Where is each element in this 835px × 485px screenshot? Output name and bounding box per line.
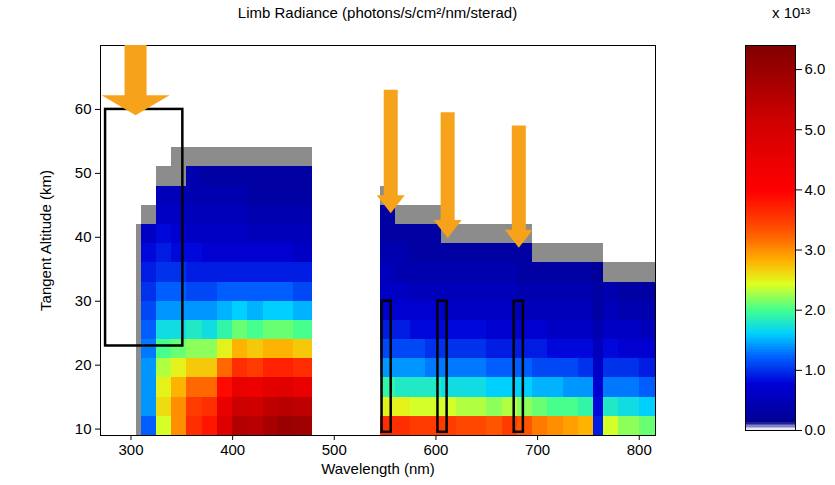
svg-text:2.0: 2.0 <box>805 301 826 318</box>
svg-text:0.0: 0.0 <box>805 421 826 438</box>
svg-text:30: 30 <box>75 292 92 309</box>
svg-text:600: 600 <box>423 441 448 458</box>
svg-text:300: 300 <box>118 441 143 458</box>
svg-text:6.0: 6.0 <box>805 60 826 77</box>
svg-text:500: 500 <box>322 441 347 458</box>
svg-text:800: 800 <box>627 441 652 458</box>
html-text:x 10¹³: x 10¹³ <box>772 4 811 21</box>
svg-text:Tangent Altitude (km): Tangent Altitude (km) <box>37 170 54 311</box>
svg-text:Wavelength (nm): Wavelength (nm) <box>321 460 435 477</box>
svg-text:10: 10 <box>75 420 92 437</box>
svg-text:400: 400 <box>220 441 245 458</box>
svg-text:1.0: 1.0 <box>805 361 826 378</box>
svg-text:3.0: 3.0 <box>805 241 826 258</box>
svg-text:700: 700 <box>525 441 550 458</box>
svg-text:50: 50 <box>75 164 92 181</box>
svg-text:40: 40 <box>75 228 92 245</box>
html-text:Limb Radiance (photons/s/cm²/n: Limb Radiance (photons/s/cm²/nm/sterad) <box>237 4 518 21</box>
svg-text:60: 60 <box>75 100 92 117</box>
svg-text:20: 20 <box>75 356 92 373</box>
svg-text:5.0: 5.0 <box>805 121 826 138</box>
svg-text:4.0: 4.0 <box>805 181 826 198</box>
